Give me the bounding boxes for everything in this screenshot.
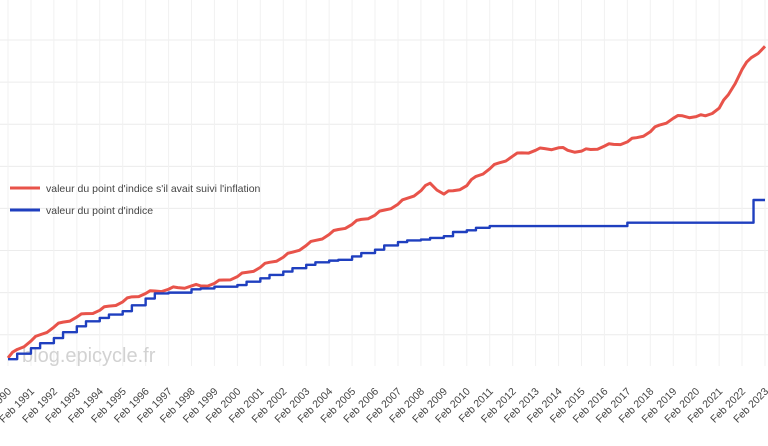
series-line-point-indice (8, 198, 765, 361)
series-line-inflation (6, 45, 767, 359)
chart-series (6, 45, 767, 361)
legend-label-point-indice: valeur du point d'indice (46, 205, 153, 217)
legend-label-inflation: valeur du point d'indice s'il avait suiv… (46, 183, 261, 195)
chart-legend: valeur du point d'indice s'il avait suiv… (10, 183, 261, 217)
watermark-text: blog.epicycle.fr (22, 345, 156, 367)
chart-grid (0, 0, 768, 366)
